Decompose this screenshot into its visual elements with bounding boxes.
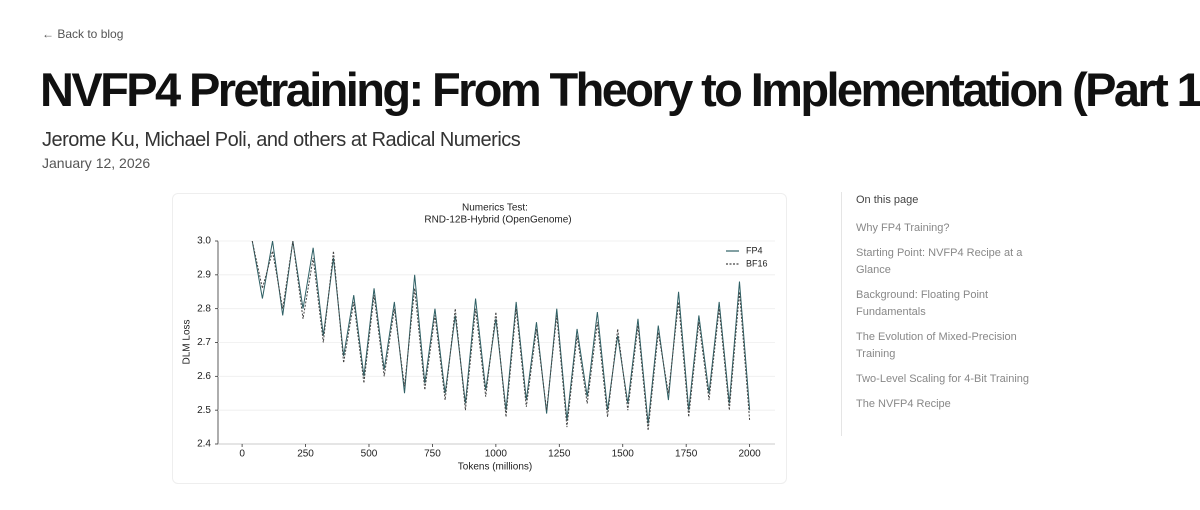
chart-title: Numerics Test: bbox=[462, 203, 528, 214]
back-link[interactable]: ← Back to blog bbox=[42, 27, 124, 41]
y-tick-label: 3.0 bbox=[197, 236, 211, 247]
y-axis-label: DLM Loss bbox=[182, 319, 193, 364]
post-title: NVFP4 Pretraining: From Theory to Implem… bbox=[40, 63, 1200, 116]
toc-heading: On this page bbox=[856, 194, 919, 206]
date: January 12, 2026 bbox=[42, 155, 151, 171]
x-tick-label: 1000 bbox=[485, 449, 508, 460]
x-tick-label: 250 bbox=[297, 449, 314, 460]
x-tick-label: 0 bbox=[239, 449, 245, 460]
toc-link[interactable]: Background: Floating Point Fundamentals bbox=[856, 289, 989, 318]
toc-link[interactable]: Why FP4 Training? bbox=[856, 222, 950, 234]
y-tick-label: 2.6 bbox=[197, 371, 211, 382]
authors: Jerome Ku, Michael Poli, and others at R… bbox=[42, 129, 521, 151]
x-tick-label: 1500 bbox=[612, 449, 635, 460]
x-tick-label: 1250 bbox=[548, 449, 571, 460]
x-tick-label: 750 bbox=[424, 449, 441, 460]
series-line bbox=[251, 241, 751, 431]
chart-subtitle: RND-12B-Hybrid (OpenGenome) bbox=[424, 215, 571, 226]
x-axis-label: Tokens (millions) bbox=[458, 462, 532, 473]
toc-link[interactable]: The NVFP4 Recipe bbox=[856, 398, 951, 410]
y-tick-label: 2.8 bbox=[197, 303, 211, 314]
toc-link[interactable]: Two-Level Scaling for 4-Bit Training bbox=[856, 373, 1030, 385]
x-tick-label: 2000 bbox=[738, 449, 761, 460]
y-tick-label: 2.9 bbox=[197, 269, 211, 280]
x-tick-label: 1750 bbox=[675, 449, 698, 460]
y-tick-label: 2.4 bbox=[197, 439, 211, 450]
legend-label: BF16 bbox=[746, 258, 768, 268]
toc-link[interactable]: Starting Point: NVFP4 Recipe at a Glance bbox=[856, 247, 1023, 276]
table-of-contents: On this page Why FP4 Training? Starting P… bbox=[841, 192, 1046, 436]
legend-label: FP4 bbox=[746, 245, 763, 255]
x-tick-label: 500 bbox=[361, 449, 378, 460]
chart: Numerics Test: RND-12B-Hybrid (OpenGenom… bbox=[182, 203, 775, 473]
toc-list: Why FP4 Training? Starting Point: NVFP4 R… bbox=[856, 220, 1046, 413]
y-tick-label: 2.5 bbox=[197, 405, 211, 416]
toc-link[interactable]: The Evolution of Mixed-Precision Trainin… bbox=[856, 331, 1017, 360]
figure: Numerics Test: RND-12B-Hybrid (OpenGenom… bbox=[172, 193, 787, 484]
y-tick-label: 2.7 bbox=[197, 337, 211, 348]
